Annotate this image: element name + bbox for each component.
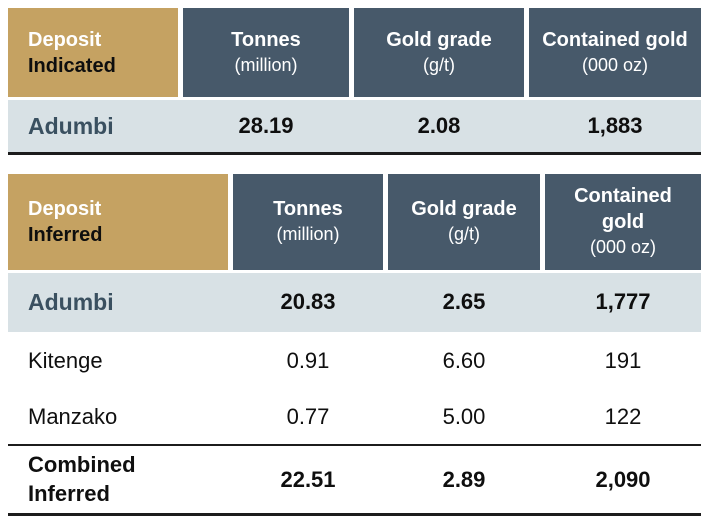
contained-gold-label: Contained gold xyxy=(574,185,672,233)
deposit-name: Combined Inferred xyxy=(8,451,228,508)
contained-gold-unit: (000 oz) xyxy=(581,54,649,75)
table-indicated: Deposit Indicated Tonnes (million) Gold … xyxy=(8,8,701,155)
grade-value: 6.60 xyxy=(442,347,486,373)
tonnes-value: 20.83 xyxy=(280,289,336,314)
total-row-top-rule xyxy=(8,443,701,446)
tonnes-label: Tonnes xyxy=(231,29,301,52)
header-cell-deposit-indicated: Deposit Indicated xyxy=(8,8,178,97)
contained-gold-value: 2,090 xyxy=(595,466,651,492)
contained-gold-value: 191 xyxy=(604,347,642,373)
grade-value: 5.00 xyxy=(442,403,486,429)
tonnes-value: 0.91 xyxy=(286,347,330,373)
table-spacer xyxy=(8,155,709,174)
grade-value: 2.89 xyxy=(442,466,486,492)
deposit-name: Kitenge xyxy=(28,347,103,373)
contained-gold-value: 1,883 xyxy=(587,113,643,138)
table-row-manzako: Manzako 0.77 5.00 122 xyxy=(8,390,701,444)
combined-inferred-label: Combined Inferred xyxy=(28,451,136,506)
grade-value: 2.65 xyxy=(442,289,486,314)
tonnes-value: 28.19 xyxy=(238,113,294,138)
indicated-label: Indicated xyxy=(28,54,116,77)
contained-gold-label: Contained gold xyxy=(542,29,688,52)
header-cell-gold-grade: Gold grade (g/t) xyxy=(354,8,524,97)
tonnes-label: Tonnes xyxy=(273,198,343,221)
table-row-adumbi-inferred: Adumbi 20.83 2.65 1,777 xyxy=(8,272,701,332)
grade-value: 2.08 xyxy=(417,113,461,138)
deposit-name: Adumbi xyxy=(28,288,114,315)
header-cell-contained-gold: Contained gold (000 oz) xyxy=(545,173,701,270)
deposit-name: Adumbi xyxy=(28,112,114,139)
table-row-adumbi-indicated: Adumbi 28.19 2.08 1,883 xyxy=(8,100,701,152)
gold-grade-unit: (g/t) xyxy=(422,54,455,75)
table-inferred-bottom-rule xyxy=(8,513,701,516)
contained-gold-value: 122 xyxy=(604,403,642,429)
header-cell-tonnes: Tonnes (million) xyxy=(183,8,349,97)
tonnes-value: 0.77 xyxy=(286,403,330,429)
table-inferred: Deposit Inferred Tonnes (million) Gold g… xyxy=(8,173,701,516)
contained-gold-value: 1,777 xyxy=(595,289,651,314)
table-indicated-header-row: Deposit Indicated Tonnes (million) Gold … xyxy=(8,8,701,97)
deposit-label: Deposit xyxy=(28,197,102,220)
table-indicated-bottom-rule xyxy=(8,152,701,155)
table-row-combined-inferred: Combined Inferred 22.51 2.89 2,090 xyxy=(8,446,701,513)
gold-grade-unit: (g/t) xyxy=(447,223,480,244)
header-cell-gold-grade: Gold grade (g/t) xyxy=(388,173,540,270)
header-cell-tonnes: Tonnes (million) xyxy=(233,173,383,270)
inferred-label: Inferred xyxy=(28,223,103,246)
gold-grade-label: Gold grade xyxy=(411,198,517,221)
tonnes-unit: (million) xyxy=(276,223,340,244)
tonnes-unit: (million) xyxy=(234,54,298,75)
table-row-kitenge: Kitenge 0.91 6.60 191 xyxy=(8,332,701,390)
header-cell-deposit-inferred: Deposit Inferred xyxy=(8,173,228,270)
table-inferred-header-row: Deposit Inferred Tonnes (million) Gold g… xyxy=(8,173,701,270)
deposit-name: Manzako xyxy=(28,403,118,429)
contained-gold-unit: (000 oz) xyxy=(589,236,657,257)
tonnes-value: 22.51 xyxy=(280,466,336,492)
gold-grade-label: Gold grade xyxy=(386,29,492,52)
deposit-label: Deposit xyxy=(28,28,102,51)
header-cell-contained-gold: Contained gold (000 oz) xyxy=(529,8,701,97)
